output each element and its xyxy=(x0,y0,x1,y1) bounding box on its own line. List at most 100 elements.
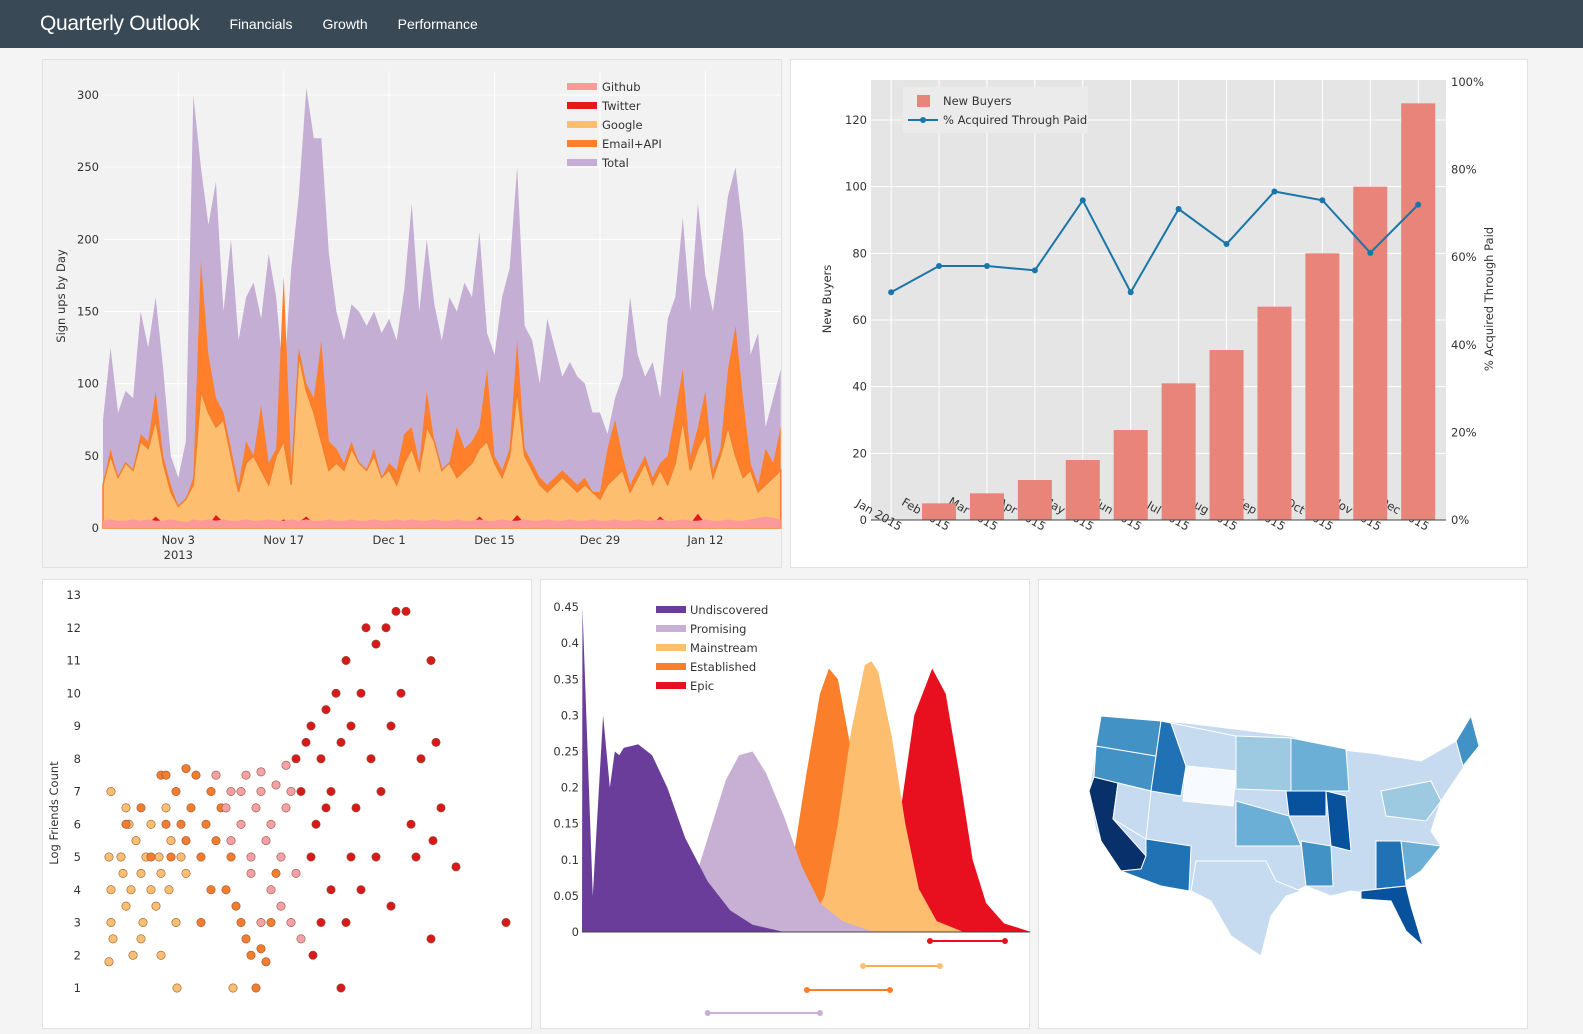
y-tick-label: 0 xyxy=(572,925,579,939)
scatter-point xyxy=(301,737,311,747)
scatter-point xyxy=(426,934,436,944)
scatter-point xyxy=(361,623,371,633)
bar-new-buyers xyxy=(969,493,1004,520)
scatter-point xyxy=(256,786,266,796)
scatter-point xyxy=(316,917,326,927)
scatter-point xyxy=(371,852,381,862)
y-tick-label: 100 xyxy=(77,377,99,391)
scatter-point xyxy=(171,786,181,796)
friends-scatter-panel: 1 2 3 4 5 6 7 8 9 10 11 12 13 Log Friends Count xyxy=(42,579,532,1029)
scatter-point xyxy=(211,836,221,846)
y-tick-label: 0.35 xyxy=(553,672,579,686)
map-state xyxy=(1400,840,1442,882)
legend-swatch xyxy=(656,663,686,670)
scatter-point xyxy=(104,957,114,967)
scatter-point xyxy=(131,836,141,846)
scatter-point xyxy=(146,819,156,829)
scatter-point xyxy=(191,770,201,780)
y-tick-label: 300 xyxy=(77,88,99,102)
legend-swatch-bar xyxy=(917,95,930,107)
scatter-point xyxy=(206,885,216,895)
scatter-point xyxy=(381,623,391,633)
scatter-point xyxy=(146,885,156,895)
scatter-point xyxy=(266,917,276,927)
legend-label-established: Established xyxy=(690,660,756,674)
scatter-point xyxy=(236,917,246,927)
y-tick-label: 0.4 xyxy=(561,636,579,650)
scatter-point xyxy=(181,868,191,878)
map-state xyxy=(1182,765,1237,807)
y-tick-label: 0.25 xyxy=(553,745,579,759)
scatter-point xyxy=(256,944,266,954)
scatter-point xyxy=(321,803,331,813)
scatter-point xyxy=(121,803,131,813)
plot-area xyxy=(871,80,1446,520)
map-state xyxy=(1300,840,1334,887)
y-tick-label: 20 xyxy=(852,446,867,460)
legend-label-epic: Epic xyxy=(690,679,714,693)
map-state xyxy=(1455,714,1480,768)
scatter-point xyxy=(316,754,326,764)
y-tick-label: 50 xyxy=(84,449,99,463)
range-end xyxy=(816,1010,823,1016)
scatter-point xyxy=(326,786,336,796)
scatter-point xyxy=(156,950,166,960)
scatter-point xyxy=(276,852,286,862)
y-tick-label: 3 xyxy=(74,916,81,930)
scatter-point xyxy=(231,901,241,911)
legend-swatch xyxy=(656,625,686,632)
scatter-point xyxy=(426,655,436,665)
scatter-point xyxy=(391,606,401,616)
nav-growth[interactable]: Growth xyxy=(322,16,368,32)
x-tick-label: Jan 12 xyxy=(686,533,723,547)
y-tick-label: 250 xyxy=(77,160,99,174)
nav-performance[interactable]: Performance xyxy=(397,16,478,32)
scatter-point xyxy=(166,852,176,862)
y-tick-label: 200 xyxy=(77,232,99,246)
point-pct-paid xyxy=(1319,197,1326,204)
scatter-point xyxy=(166,836,176,846)
scatter-point xyxy=(221,803,231,813)
area-total xyxy=(103,87,781,529)
scatter-point xyxy=(126,885,136,895)
range-end xyxy=(1001,938,1008,944)
scatter-point xyxy=(306,852,316,862)
map-state xyxy=(1120,838,1192,892)
range-start xyxy=(704,1010,711,1016)
scatter-point xyxy=(501,917,511,927)
scatter-point xyxy=(406,819,416,829)
range-end xyxy=(887,987,894,993)
scatter-point xyxy=(371,639,381,649)
app-title[interactable]: Quarterly Outlook xyxy=(40,12,200,35)
bar-new-buyers xyxy=(1257,306,1292,520)
y-tick-label: 8 xyxy=(74,752,81,766)
bar-new-buyers xyxy=(1353,186,1388,520)
legend-label-undiscovered: Undiscovered xyxy=(690,603,768,617)
scatter-point xyxy=(346,721,356,731)
scatter-point xyxy=(431,737,441,747)
nav-financials[interactable]: Financials xyxy=(229,16,293,32)
y-tick-label: 40 xyxy=(852,380,867,394)
y-tick-label: 5 xyxy=(74,850,81,864)
scatter-point xyxy=(108,934,118,944)
legend-swatch xyxy=(567,140,597,147)
scatter-point xyxy=(401,606,411,616)
y-tick-label: 6 xyxy=(74,817,81,831)
scatter-point xyxy=(251,803,261,813)
scatter-point xyxy=(276,901,286,911)
legend-label-mainstream: Mainstream xyxy=(690,641,758,655)
scatter-point xyxy=(206,786,216,796)
scatter-point xyxy=(154,852,164,862)
y-tick-label: 2 xyxy=(74,948,81,962)
map-state xyxy=(1380,780,1442,822)
scatter-point xyxy=(411,852,421,862)
point-pct-paid xyxy=(1127,289,1134,296)
range-start xyxy=(860,963,867,969)
scatter-point xyxy=(121,901,131,911)
y2-tick-label: 80% xyxy=(1451,163,1477,177)
point-pct-paid xyxy=(1415,201,1422,208)
signups-panel: Nov 3 2013 Nov 17 Dec 1 Dec 15 Dec 29 Jan 12 0 5… xyxy=(42,59,782,568)
y-tick-label: 0.45 xyxy=(553,600,579,614)
legend-swatch-point xyxy=(920,117,926,123)
